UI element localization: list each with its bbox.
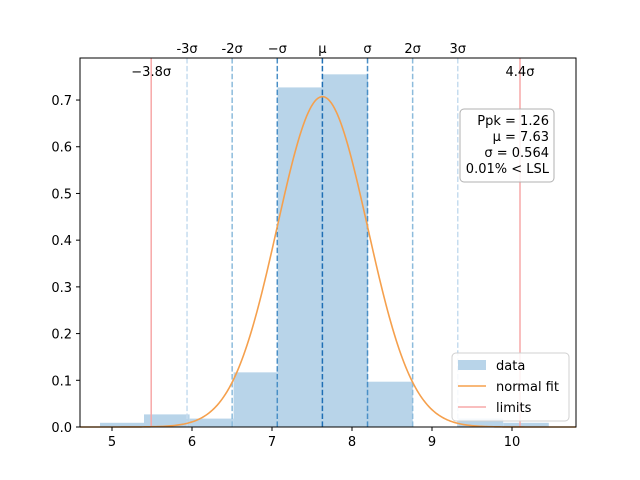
y-tick-label: 0.3 bbox=[51, 281, 72, 296]
plot-frame bbox=[79, 57, 577, 428]
histogram-bar bbox=[277, 87, 323, 428]
x-tick-label: 7 bbox=[268, 435, 276, 450]
legend: data normal fit limits bbox=[451, 352, 570, 422]
y-tick-label: 0.4 bbox=[51, 234, 72, 249]
histogram-bar bbox=[322, 74, 368, 428]
limit-label: 4.4σ bbox=[506, 65, 535, 80]
histogram-bar bbox=[233, 372, 278, 427]
histogram-bar bbox=[368, 381, 413, 427]
y-tick-label: 0.5 bbox=[51, 187, 72, 202]
limit-label: −3.8σ bbox=[131, 65, 171, 80]
y-tick-label: 0.1 bbox=[51, 374, 72, 389]
sigma-label: μ bbox=[318, 42, 326, 57]
y-tick-label: 0.0 bbox=[51, 421, 72, 436]
sigma-label: σ bbox=[363, 42, 371, 57]
x-tick-label: 9 bbox=[428, 435, 436, 450]
y-tick-label: 0.2 bbox=[51, 328, 72, 343]
sigma-label: -3σ bbox=[176, 42, 197, 57]
legend-label: data bbox=[496, 359, 525, 374]
x-tick-label: 10 bbox=[504, 435, 521, 450]
histogram-bar bbox=[503, 422, 549, 427]
sigma-label: -2σ bbox=[222, 42, 243, 57]
x-tick-label: 6 bbox=[188, 435, 196, 450]
x-tick-label: 5 bbox=[108, 435, 116, 450]
stats-line: Ppk = 1.26 bbox=[477, 114, 549, 129]
legend-swatch-data bbox=[458, 360, 486, 370]
sigma-label: 2σ bbox=[404, 42, 421, 57]
histogram-bar bbox=[458, 418, 504, 427]
y-tick-label: 0.6 bbox=[51, 141, 72, 156]
histogram-bar bbox=[144, 414, 190, 427]
sigma-label: −σ bbox=[268, 42, 287, 57]
stats-line: 0.01% < LSL bbox=[466, 162, 550, 177]
stats-box-frame bbox=[459, 108, 555, 183]
y-tick-label: 0.7 bbox=[51, 94, 72, 109]
legend-label: normal fit bbox=[496, 380, 559, 395]
stats-line: σ = 0.564 bbox=[484, 146, 549, 161]
stats-line: μ = 7.63 bbox=[493, 130, 549, 145]
histogram-bar bbox=[189, 418, 234, 427]
x-tick-label: 8 bbox=[348, 435, 356, 450]
histogram-bar bbox=[100, 422, 144, 427]
sigma-label: 3σ bbox=[450, 42, 467, 57]
legend-label: limits bbox=[496, 401, 532, 416]
